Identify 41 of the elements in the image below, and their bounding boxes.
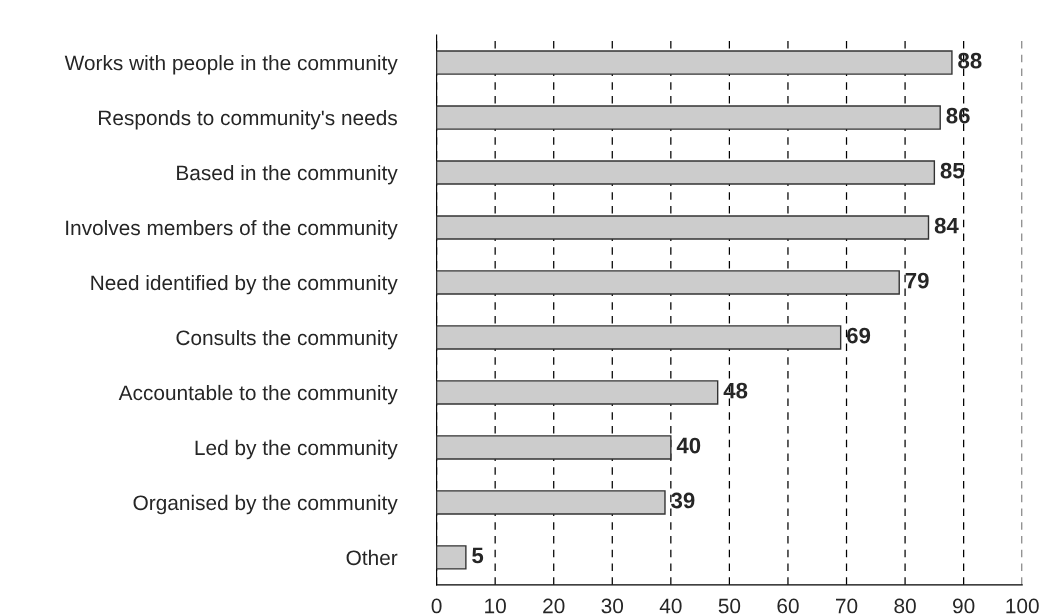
bar xyxy=(436,325,842,350)
y-tick-label: Need identified by the community xyxy=(91,274,398,295)
bar xyxy=(436,215,930,240)
bar xyxy=(436,160,936,185)
x-tick-label: 40 xyxy=(659,598,682,614)
x-tick-label: 80 xyxy=(894,598,916,614)
bar xyxy=(436,435,672,460)
bar xyxy=(436,270,900,295)
data-label: 85 xyxy=(940,162,965,179)
data-label: 88 xyxy=(958,52,982,69)
data-label: 39 xyxy=(671,492,695,509)
bar xyxy=(436,50,953,75)
y-tick-label: Consults the community xyxy=(176,329,398,350)
bar xyxy=(436,490,666,515)
data-label: 48 xyxy=(723,382,748,399)
x-tick-label: 20 xyxy=(543,598,565,614)
y-tick-label: Other xyxy=(346,549,398,566)
y-tick-label: Based in the community xyxy=(177,164,398,185)
bar xyxy=(436,545,467,570)
x-tick-label: 0 xyxy=(431,598,442,614)
x-tick-label: 100 xyxy=(1006,598,1039,614)
x-tick-label: 10 xyxy=(485,598,506,614)
data-label: 84 xyxy=(934,217,959,234)
data-label: 69 xyxy=(847,327,871,344)
bar xyxy=(436,105,941,130)
x-tick-label: 50 xyxy=(718,598,741,614)
x-tick-label: 70 xyxy=(836,598,858,614)
x-tick-label: 60 xyxy=(777,598,799,614)
y-tick-label: Involves members of the community xyxy=(66,219,398,240)
x-tick-label: 30 xyxy=(601,598,624,614)
x-tick-label: 90 xyxy=(953,598,975,614)
data-label: 86 xyxy=(946,107,970,124)
y-tick-label: Works with people in the community xyxy=(64,55,398,75)
y-tick-label: Led by the community xyxy=(195,439,398,460)
data-label: 5 xyxy=(472,547,484,564)
y-tick-label: Responds to community's needs xyxy=(99,109,397,130)
data-label: 40 xyxy=(676,437,701,454)
y-tick-label: Organised by the community xyxy=(133,494,398,515)
y-tick-label: Accountable to the community xyxy=(118,384,398,405)
data-label: 79 xyxy=(905,272,929,289)
bar xyxy=(436,380,719,405)
